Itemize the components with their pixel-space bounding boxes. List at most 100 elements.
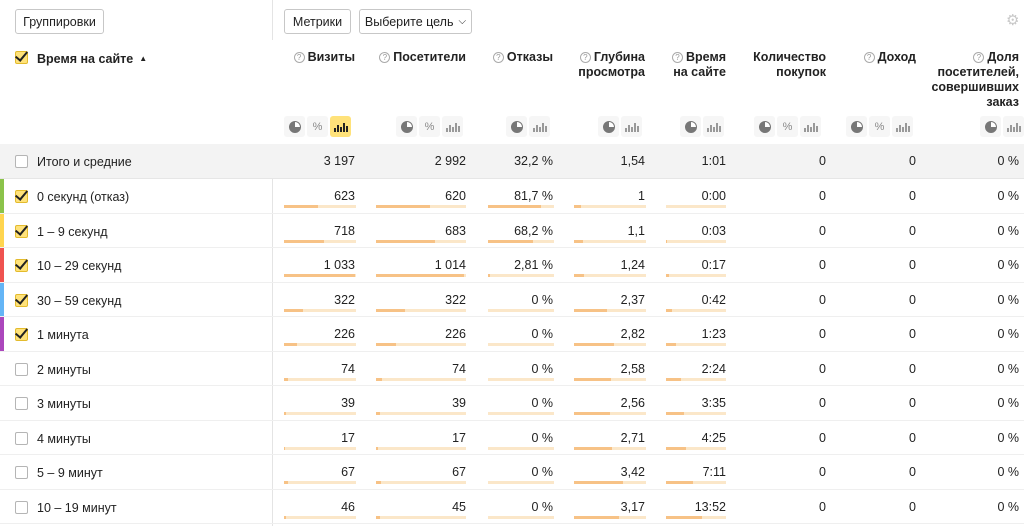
bar-chart-icon[interactable] — [1003, 116, 1024, 137]
column-divider — [272, 0, 273, 526]
metrics-button[interactable]: Метрики — [284, 9, 351, 34]
pie-chart-icon[interactable] — [506, 116, 527, 137]
row-checkbox[interactable] — [15, 362, 28, 376]
column-header-purchases[interactable]: Количество покупок — [731, 50, 826, 80]
column-header-revenue[interactable]: ? Доход — [836, 50, 916, 65]
value-bar-fill — [574, 446, 612, 450]
bars-glyph-bar — [1009, 124, 1012, 132]
table-row[interactable]: 0 секунд (отказ) 623 620 81,7 % 1 0:00 0 0 0 % — [0, 179, 1024, 214]
value-bar-depth — [574, 205, 646, 208]
pie-chart-icon[interactable] — [284, 116, 305, 137]
select-all-checkbox[interactable] — [15, 51, 28, 64]
bar-chart-icon[interactable] — [442, 116, 463, 137]
bar-chart-icon[interactable] — [330, 116, 351, 137]
table-row[interactable]: 10 – 29 секунд 1 033 1 014 2,81 % 1,24 0:17 0 0… — [0, 248, 1024, 283]
row-checkbox[interactable] — [15, 431, 28, 445]
bars-glyph-bar — [1018, 125, 1021, 132]
pie-chart-icon[interactable] — [754, 116, 775, 137]
value-bar-fill — [574, 205, 581, 208]
value-bar-depth — [574, 412, 646, 415]
value-bar-bounce — [488, 412, 554, 415]
bars-glyph-bar — [815, 125, 818, 132]
table-row[interactable]: 3 минуты 39 39 0 % 2,56 3:35 0 0 0 % — [0, 386, 1024, 421]
goal-select[interactable]: Выберите цель ⌵ — [359, 9, 472, 34]
toolbar: Группировки Метрики Выберите цель ⌵ ⚙ — [0, 0, 1024, 40]
table-row[interactable]: 10 – 19 минут 46 45 0 % 3,17 13:52 0 0 0 % — [0, 490, 1024, 524]
value-bar-fill — [284, 377, 288, 381]
row-checkbox[interactable] — [15, 293, 28, 307]
bar-chart-icon[interactable] — [529, 116, 550, 137]
value-bar-visitors — [376, 446, 466, 450]
groupings-button[interactable]: Группировки — [15, 9, 104, 34]
pie-glyph — [510, 120, 523, 133]
value-bar-time — [666, 377, 726, 381]
value-bar-bounce — [488, 481, 554, 484]
help-icon[interactable]: ? — [973, 52, 985, 63]
cell-purchases: 0 — [819, 258, 826, 272]
bar-chart-icon[interactable] — [892, 116, 913, 137]
row-label: 5 – 9 минут — [37, 466, 103, 480]
value-bar-fill — [284, 239, 324, 243]
row-checkbox[interactable] — [15, 466, 28, 479]
pie-chart-icon[interactable] — [980, 116, 1001, 137]
sort-asc-icon[interactable]: ▲ — [139, 54, 148, 63]
column-header-visits[interactable]: ? Визиты — [265, 50, 355, 65]
row-checkbox[interactable] — [15, 328, 28, 341]
pie-chart-icon[interactable] — [598, 116, 619, 137]
pie-chart-icon[interactable] — [846, 116, 867, 137]
dimension-header[interactable]: Время на сайте ▲ — [15, 48, 147, 66]
bars-glyph-bar — [709, 124, 712, 132]
value-bar-depth — [574, 481, 646, 484]
column-header-visitors[interactable]: ? Посетители — [366, 50, 466, 65]
value-bar-bounce — [488, 205, 554, 208]
column-header-time[interactable]: ? Время на сайте — [656, 50, 726, 80]
row-checkbox[interactable] — [15, 500, 28, 514]
value-bar-fill — [574, 343, 614, 346]
value-bar-visits — [284, 239, 356, 243]
pie-chart-icon[interactable] — [680, 116, 701, 137]
bar-chart-icon[interactable] — [703, 116, 724, 137]
cell-purchases: 0 — [819, 396, 826, 410]
row-checkbox[interactable] — [15, 155, 28, 168]
help-icon[interactable]: ? — [492, 52, 504, 63]
row-checkbox[interactable] — [15, 397, 28, 410]
cell-share: 0 % — [997, 430, 1019, 445]
cell-purchases: 0 — [819, 499, 826, 514]
row-checkbox[interactable] — [15, 259, 28, 272]
column-header-share[interactable]: ? Доля посетителей, совершивших заказ — [909, 50, 1019, 110]
table-row[interactable]: 30 – 59 секунд 322 322 0 % 2,37 0:42 0 0 0 % — [0, 282, 1024, 317]
help-icon[interactable]: ? — [293, 52, 305, 63]
gear-icon[interactable]: ⚙ — [1006, 12, 1020, 29]
column-header-depth[interactable]: ? Глубина просмотра — [565, 50, 645, 80]
table-row[interactable]: 5 – 9 минут 67 67 0 % 3,42 7:11 0 0 0 % — [0, 455, 1024, 490]
value-bar-fill — [574, 308, 607, 312]
column-title: Доход — [877, 50, 916, 64]
table-row[interactable]: 4 минуты 17 17 0 % 2,71 4:25 0 0 0 % — [0, 421, 1024, 455]
percent-icon[interactable]: % — [307, 116, 328, 137]
table-row[interactable]: 2 минуты 74 74 0 % 2,58 2:24 0 0 0 % — [0, 352, 1024, 386]
help-icon[interactable]: ? — [379, 52, 391, 63]
help-icon[interactable]: ? — [863, 52, 875, 63]
help-icon[interactable]: ? — [672, 52, 683, 63]
bar-chart-icon[interactable] — [800, 116, 821, 137]
percent-icon[interactable]: % — [419, 116, 440, 137]
cell-share: 0 % — [997, 361, 1019, 376]
bar-chart-icon[interactable] — [621, 116, 642, 137]
row-checkbox[interactable] — [15, 224, 28, 238]
cell-purchases: 0 — [819, 223, 826, 238]
help-icon[interactable]: ? — [579, 52, 591, 63]
column-header-bounce[interactable]: ? Отказы — [473, 50, 553, 65]
table-row[interactable]: 1 – 9 секунд 718 683 68,2 % 1,1 0:03 0 0 0 % — [0, 213, 1024, 248]
total-row[interactable]: Итого и средние 3 197 2 992 32,2 % 1,54 1:01 0… — [0, 144, 1024, 179]
percent-icon[interactable]: % — [777, 116, 798, 137]
value-bar-bounce — [488, 239, 554, 243]
percent-icon[interactable]: % — [869, 116, 890, 137]
value-bar-depth — [574, 446, 646, 450]
cell-bounce: 32,2 % — [514, 154, 553, 168]
row-checkbox[interactable] — [15, 190, 28, 203]
value-bar-depth — [574, 515, 646, 519]
pie-chart-icon[interactable] — [396, 116, 417, 137]
value-bar-bounce — [488, 343, 554, 346]
table-row[interactable]: 1 минута 226 226 0 % 2,82 1:23 0 0 0 % — [0, 317, 1024, 352]
pie-glyph — [850, 120, 863, 133]
